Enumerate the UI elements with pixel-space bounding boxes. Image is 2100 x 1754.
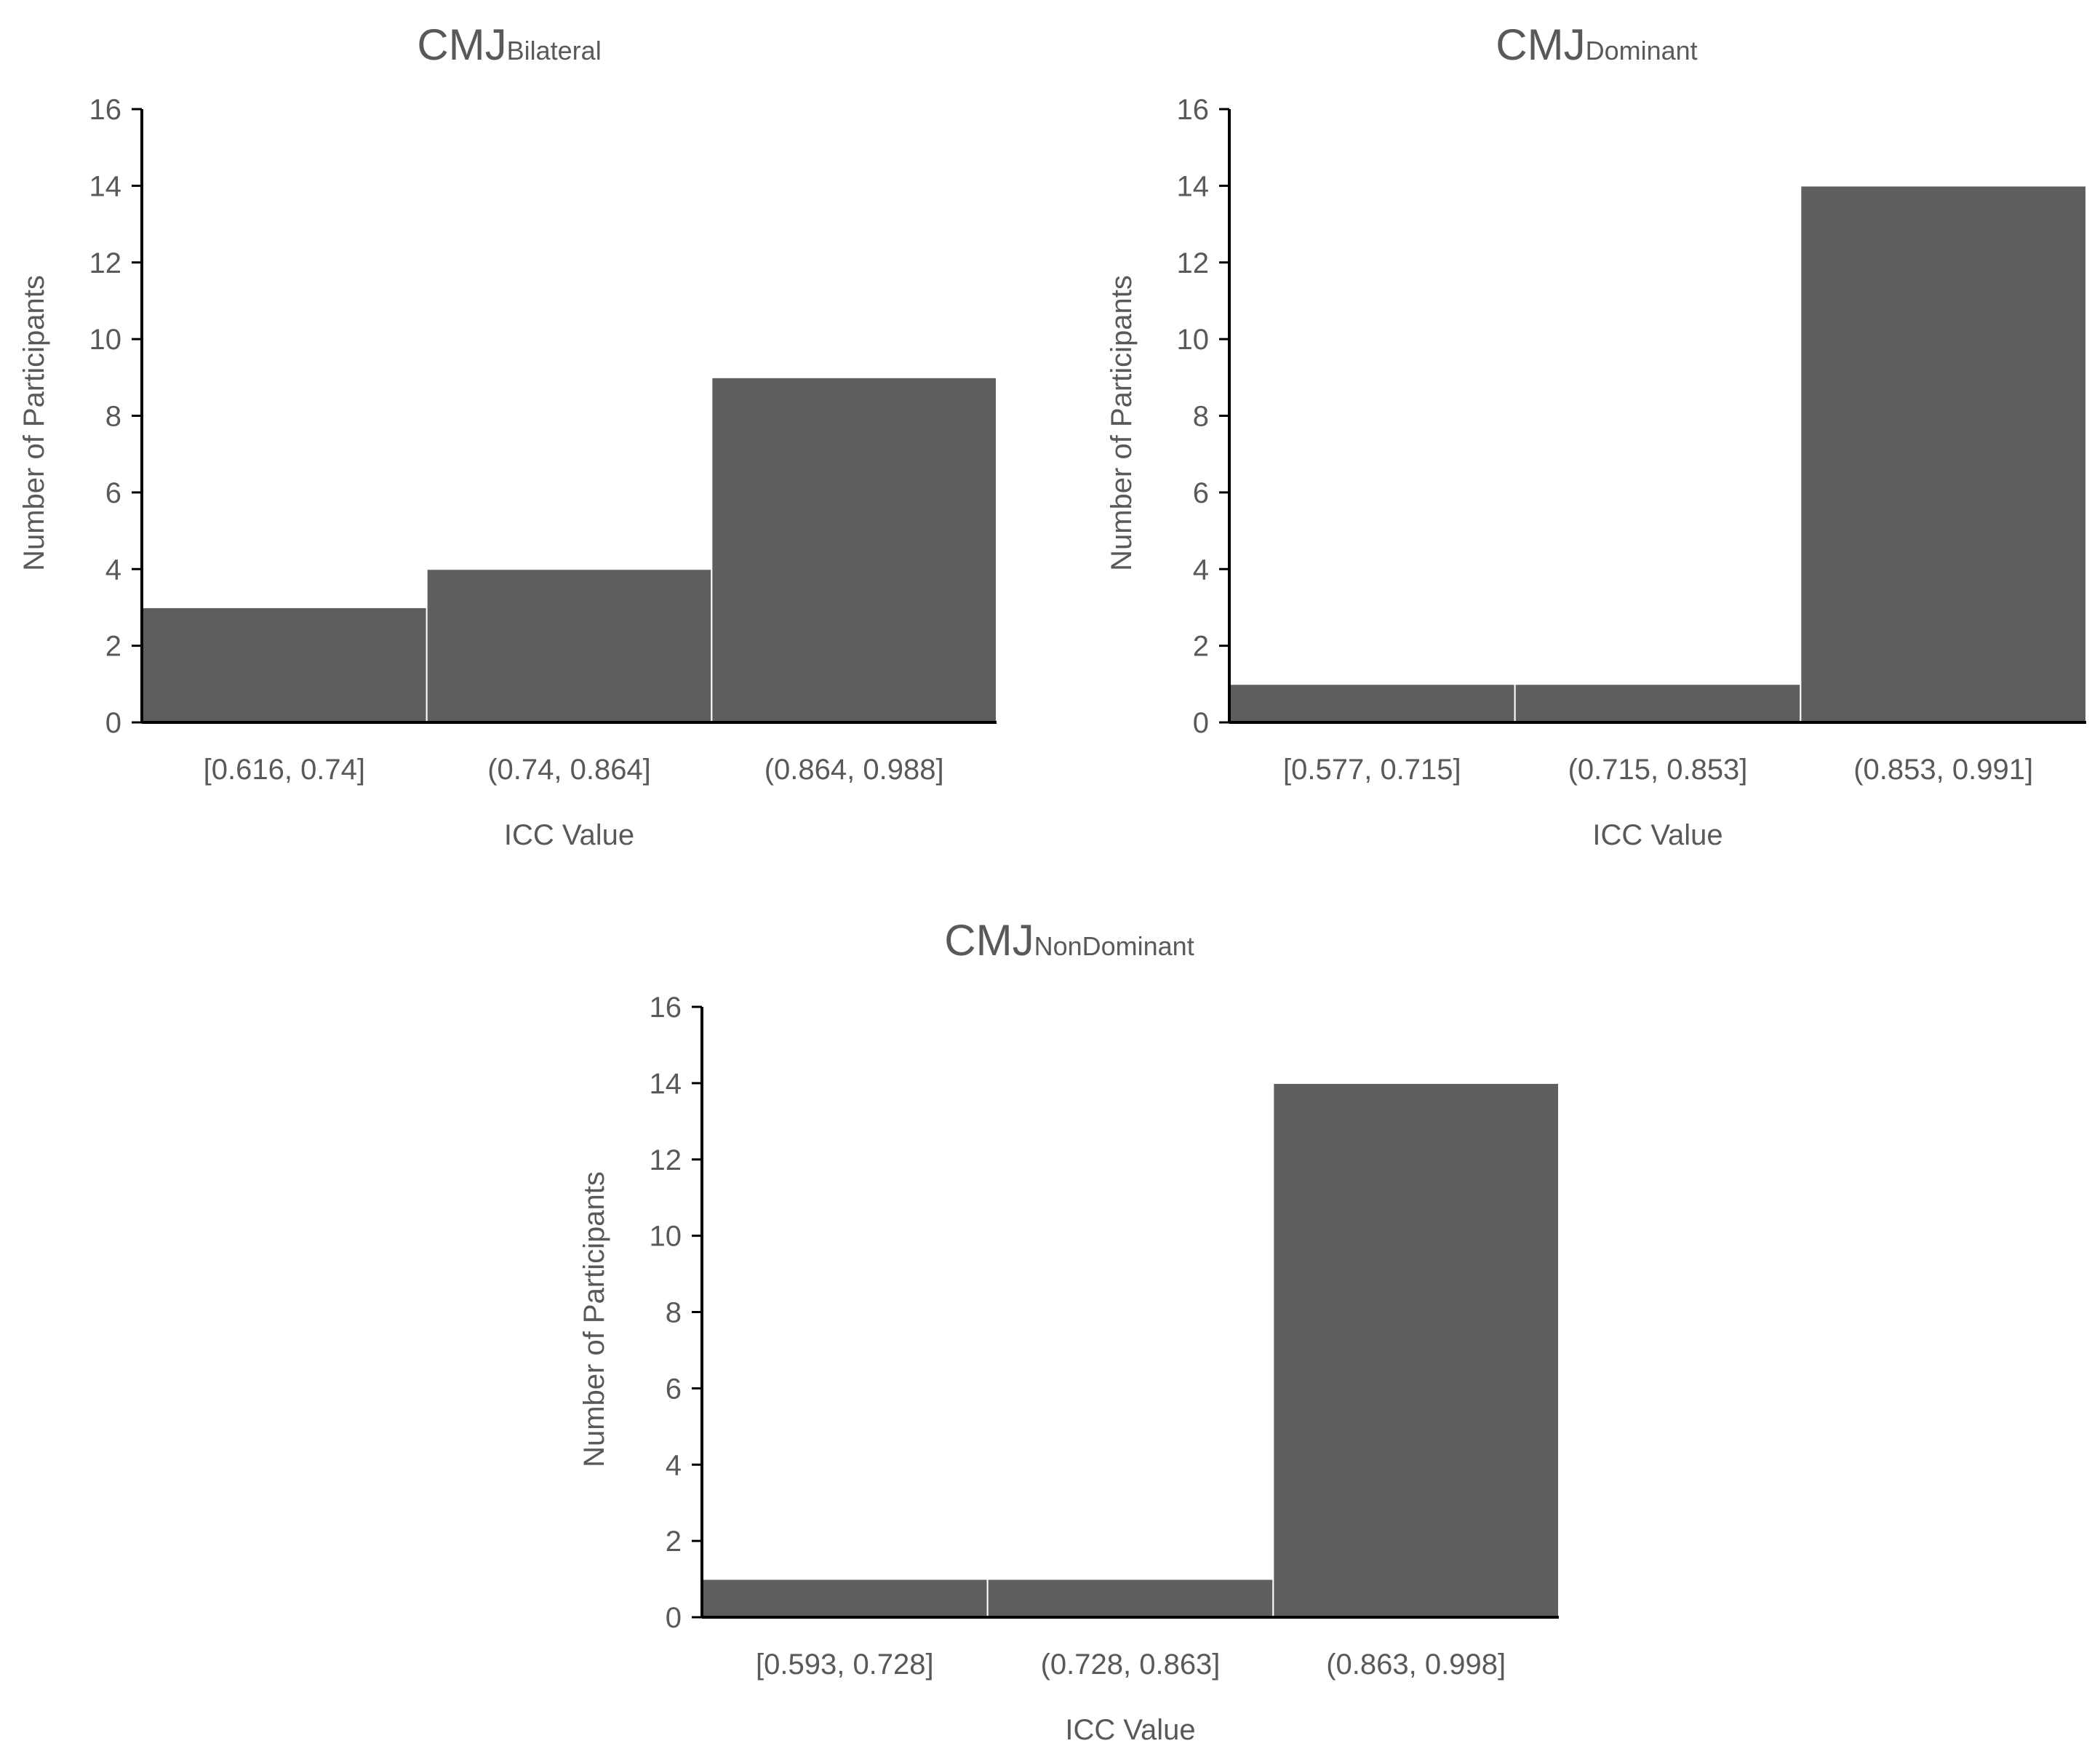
- bar-2: [1514, 683, 1802, 723]
- chart-title-subscript: Dominant: [1586, 36, 1698, 65]
- x-axis-title: ICC Value: [1592, 819, 1722, 851]
- x-category-label: (0.74, 0.864]: [487, 754, 651, 786]
- y-tick-label: 4: [1193, 554, 1209, 586]
- y-tick-label: 10: [89, 324, 122, 356]
- y-tick-label: 2: [105, 631, 121, 663]
- chart-title-main: CMJ: [1496, 20, 1585, 69]
- y-tick-label: 4: [105, 554, 121, 586]
- x-axis-title: ICC Value: [1065, 1714, 1195, 1746]
- chart-title: CMJBilateral: [417, 20, 601, 69]
- y-axis-title: Number of Participants: [18, 275, 50, 571]
- chart-panel-2: CMJDominant 0 2 4 6 8 10 12 14 16 [0.577, 0.715] (0…: [1106, 20, 2087, 851]
- y-tick-label: 0: [666, 1602, 682, 1634]
- x-category-label: (0.715, 0.853]: [1568, 754, 1748, 786]
- x-category-label: [0.593, 0.728]: [756, 1649, 934, 1681]
- y-tick-label: 14: [650, 1068, 682, 1100]
- x-category-label: [0.577, 0.715]: [1283, 754, 1461, 786]
- x-category-label: (0.864, 0.988]: [764, 754, 944, 786]
- bar-2: [426, 568, 713, 723]
- chart-title: CMJDominant: [1496, 20, 1697, 69]
- y-tick-label: 6: [666, 1373, 682, 1405]
- y-tick-label: 0: [1193, 707, 1209, 739]
- bar-3: [1272, 1082, 1560, 1618]
- y-tick-label: 8: [666, 1297, 682, 1329]
- y-tick-label: 6: [1193, 477, 1209, 509]
- chart-title-subscript: NonDominant: [1034, 931, 1194, 961]
- x-category-label: [0.616, 0.74]: [204, 754, 365, 786]
- chart-title: CMJNonDominant: [944, 916, 1194, 965]
- chart-title-main: CMJ: [417, 20, 506, 69]
- y-tick-label: 2: [1193, 631, 1209, 663]
- y-axis-title: Number of Participants: [1106, 275, 1138, 571]
- y-tick-label: 6: [105, 477, 121, 509]
- y-tick-label: 4: [666, 1449, 682, 1481]
- bar-3: [1800, 185, 2087, 723]
- bar-1: [141, 606, 428, 723]
- y-tick-label: 12: [650, 1144, 682, 1176]
- chart-panel-3: CMJNonDominant 0 2 4 6 8 10 12 14 16 [0.593, 0.728…: [578, 916, 1560, 1746]
- x-category-label: (0.728, 0.863]: [1041, 1649, 1221, 1681]
- y-tick-label: 8: [105, 401, 121, 433]
- x-category-label: (0.853, 0.991]: [1853, 754, 2033, 786]
- y-tick-label: 10: [1177, 324, 1210, 356]
- y-tick-label: 14: [1177, 170, 1210, 202]
- y-axis-title: Number of Participants: [578, 1171, 610, 1467]
- chart-title-main: CMJ: [944, 916, 1034, 965]
- y-tick-label: 0: [105, 707, 121, 739]
- y-tick-label: 12: [89, 247, 122, 279]
- x-category-label: (0.863, 0.998]: [1326, 1649, 1506, 1681]
- bar-2: [986, 1578, 1274, 1618]
- y-tick-label: 16: [1177, 94, 1210, 126]
- y-tick-label: 16: [89, 94, 122, 126]
- y-tick-label: 8: [1193, 401, 1209, 433]
- bar-1: [1229, 683, 1516, 723]
- y-tick-label: 10: [650, 1221, 682, 1253]
- y-tick-label: 14: [89, 170, 122, 202]
- bar-1: [701, 1578, 989, 1618]
- y-tick-label: 2: [666, 1526, 682, 1558]
- x-axis-title: ICC Value: [504, 819, 634, 851]
- y-tick-label: 16: [650, 992, 682, 1024]
- chart-panel-1: CMJBilateral 0 2 4 6 8 10 12 14 16 [0.616, 0.74] (0…: [18, 20, 997, 851]
- y-tick-label: 12: [1177, 247, 1210, 279]
- bar-3: [711, 376, 997, 723]
- chart-title-subscript: Bilateral: [507, 36, 602, 65]
